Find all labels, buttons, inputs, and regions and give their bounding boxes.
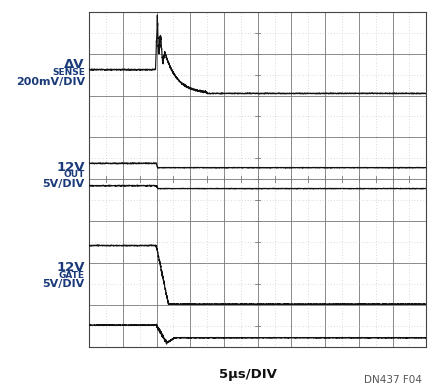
Text: ΔV: ΔV [64,58,85,71]
Text: 5V/DIV: 5V/DIV [43,179,85,189]
Text: 5μs/DIV: 5μs/DIV [218,368,276,381]
Text: GATE: GATE [59,271,85,280]
Text: DN437 F04: DN437 F04 [363,375,421,385]
Text: 200mV/DIV: 200mV/DIV [16,78,85,87]
Text: 12V: 12V [56,161,85,174]
Text: 12V: 12V [56,261,85,274]
Text: 5V/DIV: 5V/DIV [43,279,85,289]
Text: SENSE: SENSE [52,68,85,77]
Text: OUT: OUT [63,170,85,179]
